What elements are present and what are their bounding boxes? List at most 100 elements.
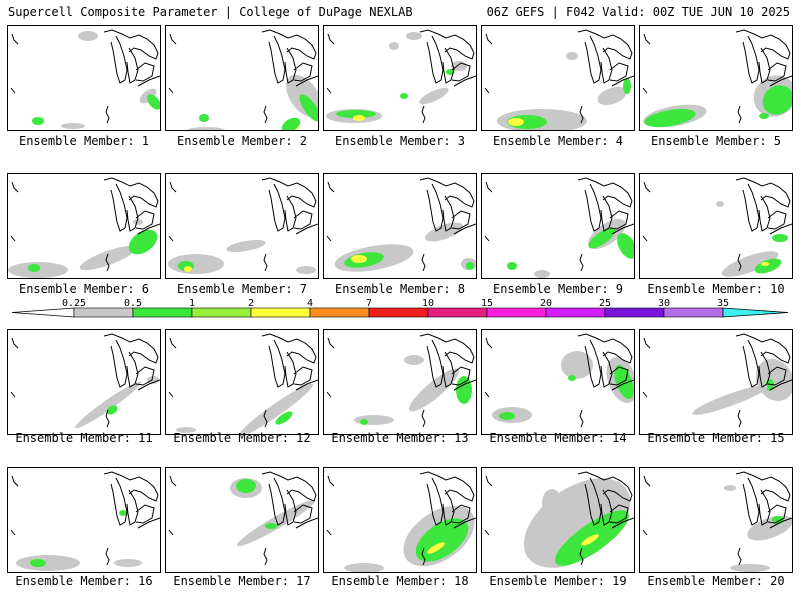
scp-contour-area: [507, 262, 517, 270]
great-lakes-coastline: [103, 333, 160, 428]
great-lakes-coastline: [735, 177, 792, 272]
scp-contour-area: [78, 31, 98, 41]
colorbar-tick-label: 1: [189, 298, 195, 309]
lake-outline: [642, 181, 651, 242]
ensemble-member-label: Ensemble Member: 15: [647, 431, 785, 445]
lake-outline: [168, 475, 177, 536]
colorbar-tick-label: 20: [540, 298, 552, 309]
ensemble-map-panel: [639, 173, 793, 279]
scp-contour-area: [176, 427, 196, 433]
scp-contour-area: [184, 266, 192, 272]
colorbar: 0.25 0.5 1 2 4 7 10 15 20 25 30 35: [11, 298, 789, 318]
figure-title: Supercell Composite Parameter | College …: [8, 5, 413, 19]
scp-contour-area: [721, 251, 779, 277]
scp-contour-area: [588, 227, 616, 249]
scp-contour-area: [79, 245, 137, 271]
great-lakes-coastline: [577, 29, 634, 124]
scp-contour-area: [186, 127, 226, 130]
colorbar-tick-label: 10: [422, 298, 434, 309]
colorbar-bin: [250, 307, 311, 318]
ensemble-member-label: Ensemble Member: 2: [176, 134, 308, 148]
colorbar-tick-label: 0.25: [62, 298, 86, 309]
ensemble-member-label: Ensemble Member: 3: [334, 134, 466, 148]
great-lakes-coastline: [261, 471, 318, 566]
colorbar-tick-label: 35: [717, 298, 729, 309]
scp-contour-map: [484, 471, 634, 568]
colorbar-bin: [73, 307, 134, 318]
scp-contour-map: [10, 333, 160, 429]
colorbar-bin: [132, 307, 193, 318]
scp-contour-area: [16, 555, 80, 571]
scp-contour-map: [168, 177, 318, 274]
lake-outline: [326, 181, 335, 242]
ensemble-member-label: Ensemble Member: 5: [650, 134, 782, 148]
ensemble-member-label: Ensemble Member: 20: [647, 574, 785, 588]
scp-contour-area: [275, 411, 293, 425]
ensemble-map-panel: [7, 329, 161, 435]
lake-outline: [484, 337, 493, 398]
colorbar-tick-label: 0.5: [124, 298, 142, 309]
ensemble-map-panel: [639, 467, 793, 573]
great-lakes-coastline: [419, 29, 476, 124]
ensemble-map-panel: [481, 173, 635, 279]
scp-contour-map: [8, 177, 160, 278]
lake-outline: [168, 33, 177, 94]
scp-contour-map: [484, 177, 634, 278]
colorbar-tick-label: 25: [599, 298, 611, 309]
ensemble-member-label: Ensemble Member: 16: [15, 574, 153, 588]
scp-contour-area: [61, 123, 85, 129]
ensemble-member-label: Ensemble Member: 8: [334, 282, 466, 296]
scp-contour-area: [716, 201, 724, 207]
scp-contour-area: [336, 110, 376, 118]
great-lakes-coastline: [735, 471, 792, 566]
lake-outline: [10, 337, 19, 398]
ensemble-member-label: Ensemble Member: 14: [489, 431, 627, 445]
scp-contour-area: [724, 485, 736, 491]
scp-contour-area: [408, 368, 460, 412]
scp-contour-area: [425, 222, 463, 242]
scp-contour-map: [642, 333, 792, 428]
scp-contour-map: [484, 29, 634, 130]
ensemble-member-label: Ensemble Member: 18: [331, 574, 469, 588]
ensemble-map-panel: [7, 173, 161, 279]
ensemble-map-panel: [481, 329, 635, 435]
ensemble-map-panel: [165, 173, 319, 279]
scp-contour-area: [456, 376, 472, 404]
scp-contour-area: [360, 419, 368, 425]
ensemble-map-panel: [165, 25, 319, 131]
lake-outline: [326, 337, 335, 398]
ensemble-member-label: Ensemble Member: 19: [489, 574, 627, 588]
scp-contour-area: [147, 94, 160, 110]
scp-contour-area: [353, 115, 365, 121]
scp-contour-area: [128, 229, 158, 255]
scp-contour-area: [419, 87, 449, 105]
colorbar-tick-label: 30: [658, 298, 670, 309]
scp-contour-area: [581, 534, 599, 546]
lake-outline: [168, 337, 177, 398]
colorbar-bin: [368, 307, 429, 318]
scp-contour-map: [642, 177, 792, 277]
scp-contour-area: [133, 219, 143, 225]
scp-contour-area: [265, 523, 277, 529]
ensemble-map-panel: [639, 329, 793, 435]
scp-contour-area: [561, 351, 593, 379]
scp-contour-map: [326, 177, 476, 272]
lake-outline: [484, 33, 493, 94]
scp-contour-area: [623, 78, 631, 94]
great-lakes-coastline: [419, 177, 476, 272]
run-valid-time: 06Z GEFS | F042 Valid: 00Z TUE JUN 10 20…: [486, 5, 790, 19]
scp-contour-area: [568, 375, 576, 381]
ensemble-map-panel: [481, 25, 635, 131]
scp-contour-area: [466, 262, 474, 270]
colorbar-bin: [604, 307, 665, 318]
scp-contour-area: [30, 559, 46, 567]
scp-contour-area: [761, 262, 769, 266]
great-lakes-coastline: [419, 333, 476, 428]
great-lakes-coastline: [103, 29, 160, 124]
ensemble-map-panel: [323, 25, 477, 131]
scp-contour-area: [299, 94, 318, 122]
great-lakes-coastline: [261, 333, 318, 428]
great-lakes-coastline: [261, 177, 318, 272]
scp-contour-area: [226, 239, 266, 253]
scp-contour-area: [75, 381, 141, 429]
